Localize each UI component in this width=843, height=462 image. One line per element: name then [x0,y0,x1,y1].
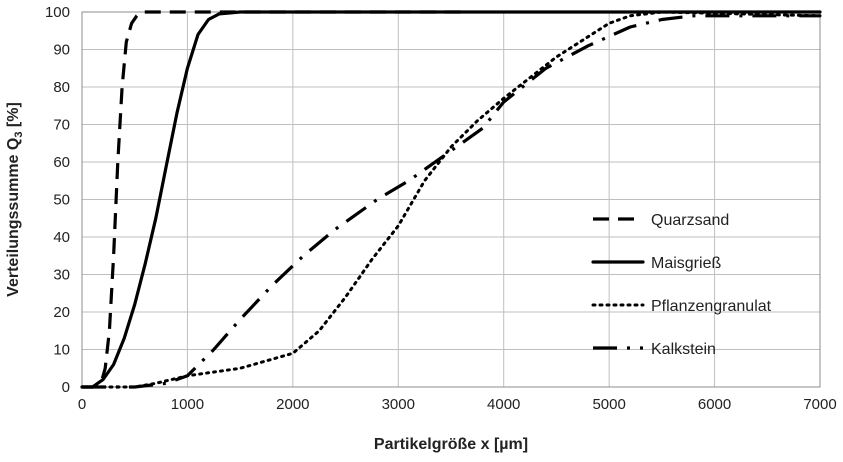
y-tick-label: 40 [53,229,70,246]
series-layer [80,10,822,389]
y-tick-label: 90 [53,42,70,59]
legend: Quarzsand Maisgrieß Pflanzengranulat Kalkst… [591,212,772,358]
x-tick-label: 0 [78,396,86,413]
x-tick-label: 6000 [698,396,731,413]
legend-label: Pflanzengranulat [651,298,772,315]
x-axis-title: Partikelgröße x [µm] [374,436,528,453]
y-axis-title-subscript: 3 [13,132,25,138]
y-tick-label: 100 [45,4,70,21]
x-tick-label: 3000 [382,396,415,413]
y-axis-title-main: Verteilungssumme Q [5,138,22,297]
y-axis-title: Verteilungssumme Q3 [%] [5,102,25,297]
legend-label: Maisgrieß [651,255,721,272]
y-tick-label: 70 [53,117,70,134]
grid-layer [81,11,821,388]
y-tick-label: 60 [53,154,70,171]
y-tick-label: 30 [53,267,70,284]
y-tick-label: 50 [53,192,70,209]
x-tick-label: 5000 [592,396,625,413]
x-tick-label: 7000 [803,396,836,413]
series-line-quarzsand [82,10,462,389]
series-line-kalkstein [82,14,820,389]
y-axis-title-unit: [%] [5,102,22,131]
series-line-maisgrie- [80,10,822,389]
legend-label: Kalkstein [651,341,716,358]
x-tick-label: 1000 [171,396,204,413]
x-tick-label: 4000 [487,396,520,413]
x-tick-label: 2000 [276,396,309,413]
y-tick-label: 20 [53,304,70,321]
tick-layer: 0 1000 2000 3000 4000 5000 6000 7000 0 10 20 30 40 50… [45,4,837,413]
y-tick-label: 10 [53,342,70,359]
y-tick-label: 80 [53,79,70,96]
y-tick-label: 0 [62,379,70,396]
legend-label: Quarzsand [651,212,729,229]
